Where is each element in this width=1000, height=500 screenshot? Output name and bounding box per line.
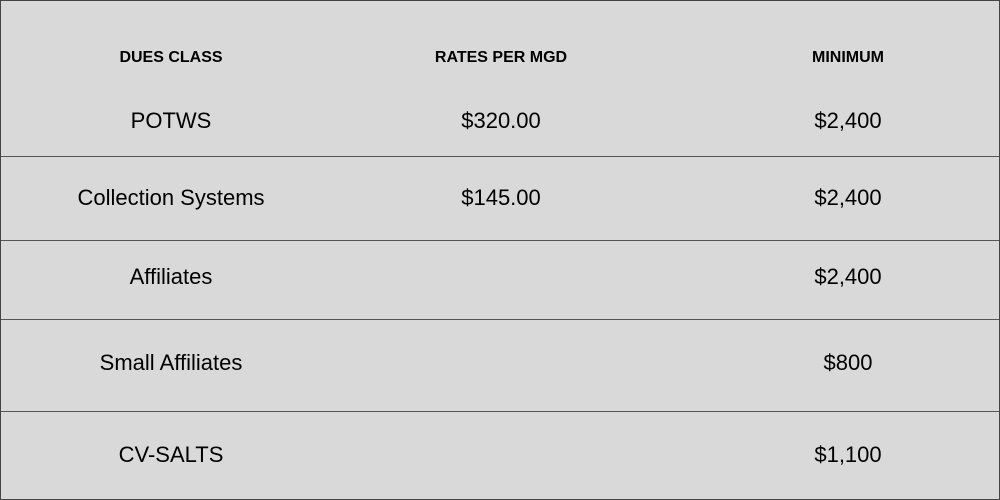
table-cell: Affiliates xyxy=(129,264,213,289)
table-cell: $2,400 xyxy=(814,264,882,289)
table-cell: $145.00 xyxy=(461,185,541,210)
column-header: DUES CLASS xyxy=(119,49,223,66)
table-cell: $320.00 xyxy=(461,108,541,133)
column-header: RATES PER MGD xyxy=(434,49,568,66)
table-cell: $800 xyxy=(823,350,873,375)
table-cell: $1,100 xyxy=(814,442,882,467)
table-cell: $2,400 xyxy=(814,108,882,133)
table-cell: Collection Systems xyxy=(77,185,265,210)
table-cell: CV-SALTS xyxy=(118,442,224,467)
row-separator xyxy=(1,240,999,241)
row-separator xyxy=(1,411,999,412)
row-separator xyxy=(1,156,999,157)
row-separator xyxy=(1,319,999,320)
column-header: MINIMUM xyxy=(812,49,884,66)
table-cell: $2,400 xyxy=(814,185,882,210)
table-cell: POTWS xyxy=(130,108,212,133)
table-cell: Small Affiliates xyxy=(99,350,243,375)
